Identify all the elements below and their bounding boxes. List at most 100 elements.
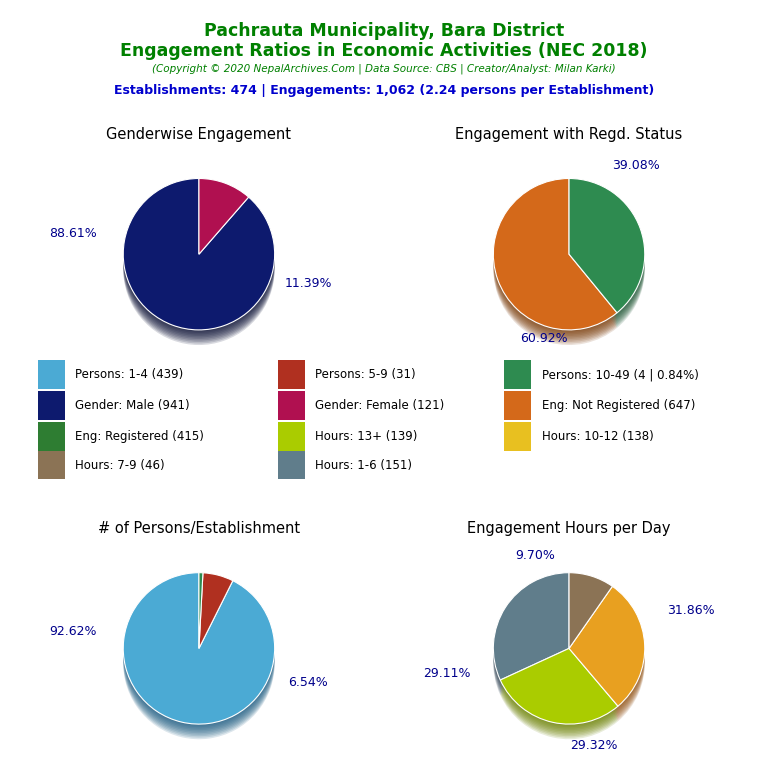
Wedge shape: [500, 650, 618, 726]
Wedge shape: [199, 180, 249, 256]
Wedge shape: [569, 181, 645, 316]
Text: (Copyright © 2020 NepalArchives.Com | Data Source: CBS | Creator/Analyst: Milan : (Copyright © 2020 NepalArchives.Com | Da…: [152, 64, 616, 74]
Wedge shape: [493, 576, 569, 683]
Wedge shape: [199, 576, 233, 651]
Text: Gender: Male (941): Gender: Male (941): [75, 399, 190, 412]
Wedge shape: [199, 588, 203, 664]
Wedge shape: [500, 660, 618, 737]
Bar: [38, 422, 65, 451]
Wedge shape: [493, 194, 617, 345]
Wedge shape: [493, 583, 569, 690]
Wedge shape: [123, 189, 275, 340]
Wedge shape: [123, 184, 275, 336]
Text: Hours: 10-12 (138): Hours: 10-12 (138): [541, 430, 654, 443]
Wedge shape: [199, 586, 203, 662]
Wedge shape: [123, 576, 275, 727]
Wedge shape: [569, 576, 612, 651]
Wedge shape: [199, 574, 233, 650]
Text: 11.39%: 11.39%: [285, 277, 332, 290]
Wedge shape: [500, 651, 618, 727]
Wedge shape: [569, 574, 612, 650]
Wedge shape: [569, 588, 612, 664]
Wedge shape: [123, 584, 275, 737]
Wedge shape: [493, 181, 617, 333]
Wedge shape: [123, 573, 275, 724]
Wedge shape: [569, 583, 612, 659]
Title: # of Persons/Establishment: # of Persons/Establishment: [98, 521, 300, 537]
Wedge shape: [493, 180, 617, 332]
Text: 31.86%: 31.86%: [667, 604, 715, 617]
Wedge shape: [493, 184, 617, 336]
Wedge shape: [500, 659, 618, 735]
Wedge shape: [199, 194, 249, 270]
Wedge shape: [569, 579, 612, 654]
Text: Gender: Female (121): Gender: Female (121): [316, 399, 445, 412]
Wedge shape: [500, 654, 618, 730]
Wedge shape: [493, 178, 617, 330]
Bar: [278, 360, 305, 389]
Bar: [278, 451, 305, 479]
Wedge shape: [569, 186, 645, 320]
Wedge shape: [569, 183, 645, 317]
Wedge shape: [493, 190, 617, 342]
Wedge shape: [199, 582, 203, 657]
Wedge shape: [123, 581, 275, 732]
Wedge shape: [493, 588, 569, 695]
Wedge shape: [569, 187, 645, 322]
Wedge shape: [500, 657, 618, 733]
Wedge shape: [569, 189, 645, 323]
Wedge shape: [199, 190, 249, 266]
Text: Engagement Ratios in Economic Activities (NEC 2018): Engagement Ratios in Economic Activities…: [121, 42, 647, 60]
Wedge shape: [569, 589, 645, 709]
Wedge shape: [199, 578, 233, 653]
Wedge shape: [500, 656, 618, 732]
Wedge shape: [569, 194, 645, 328]
Wedge shape: [569, 586, 645, 706]
Bar: [278, 422, 305, 451]
Wedge shape: [493, 183, 617, 334]
Wedge shape: [199, 576, 203, 651]
Wedge shape: [123, 194, 275, 345]
Wedge shape: [493, 186, 617, 337]
Bar: [504, 360, 531, 389]
Wedge shape: [569, 595, 645, 715]
Wedge shape: [123, 186, 275, 337]
Wedge shape: [199, 184, 249, 260]
Title: Engagement with Regd. Status: Engagement with Regd. Status: [455, 127, 683, 142]
Wedge shape: [123, 183, 275, 334]
Wedge shape: [199, 187, 249, 263]
Wedge shape: [123, 579, 275, 730]
Text: Eng: Not Registered (647): Eng: Not Registered (647): [541, 399, 695, 412]
Wedge shape: [199, 581, 233, 656]
Bar: [504, 391, 531, 420]
Wedge shape: [199, 581, 203, 656]
Wedge shape: [123, 187, 275, 339]
Wedge shape: [199, 579, 203, 654]
Wedge shape: [199, 579, 233, 654]
Wedge shape: [199, 178, 249, 254]
Wedge shape: [199, 183, 249, 259]
Text: 6.54%: 6.54%: [289, 676, 328, 689]
Text: 39.08%: 39.08%: [612, 160, 660, 172]
Wedge shape: [123, 578, 275, 729]
Wedge shape: [493, 579, 569, 686]
Wedge shape: [199, 587, 233, 662]
Wedge shape: [123, 574, 275, 726]
Wedge shape: [123, 178, 275, 330]
Wedge shape: [500, 664, 618, 740]
Wedge shape: [199, 583, 203, 659]
Wedge shape: [493, 581, 569, 687]
Wedge shape: [493, 573, 569, 680]
Title: Engagement Hours per Day: Engagement Hours per Day: [467, 521, 670, 537]
Wedge shape: [493, 586, 569, 694]
Wedge shape: [569, 578, 612, 653]
Wedge shape: [123, 192, 275, 343]
Text: 29.32%: 29.32%: [571, 739, 618, 752]
Wedge shape: [569, 592, 645, 712]
Wedge shape: [569, 586, 612, 662]
Wedge shape: [569, 180, 645, 314]
Title: Genderwise Engagement: Genderwise Engagement: [107, 127, 291, 142]
Wedge shape: [123, 582, 275, 733]
Bar: [38, 360, 65, 389]
Wedge shape: [199, 573, 203, 648]
